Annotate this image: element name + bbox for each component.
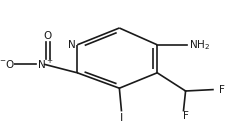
Text: $\mathregular{N}$$^+$: $\mathregular{N}$$^+$ — [37, 58, 54, 71]
Text: NH$_2$: NH$_2$ — [188, 38, 209, 52]
Text: F: F — [218, 85, 224, 95]
Text: F: F — [182, 111, 188, 121]
Text: I: I — [119, 113, 123, 123]
Text: $^{-}$O: $^{-}$O — [0, 58, 15, 70]
Text: O: O — [43, 31, 52, 41]
Text: N: N — [68, 40, 76, 50]
